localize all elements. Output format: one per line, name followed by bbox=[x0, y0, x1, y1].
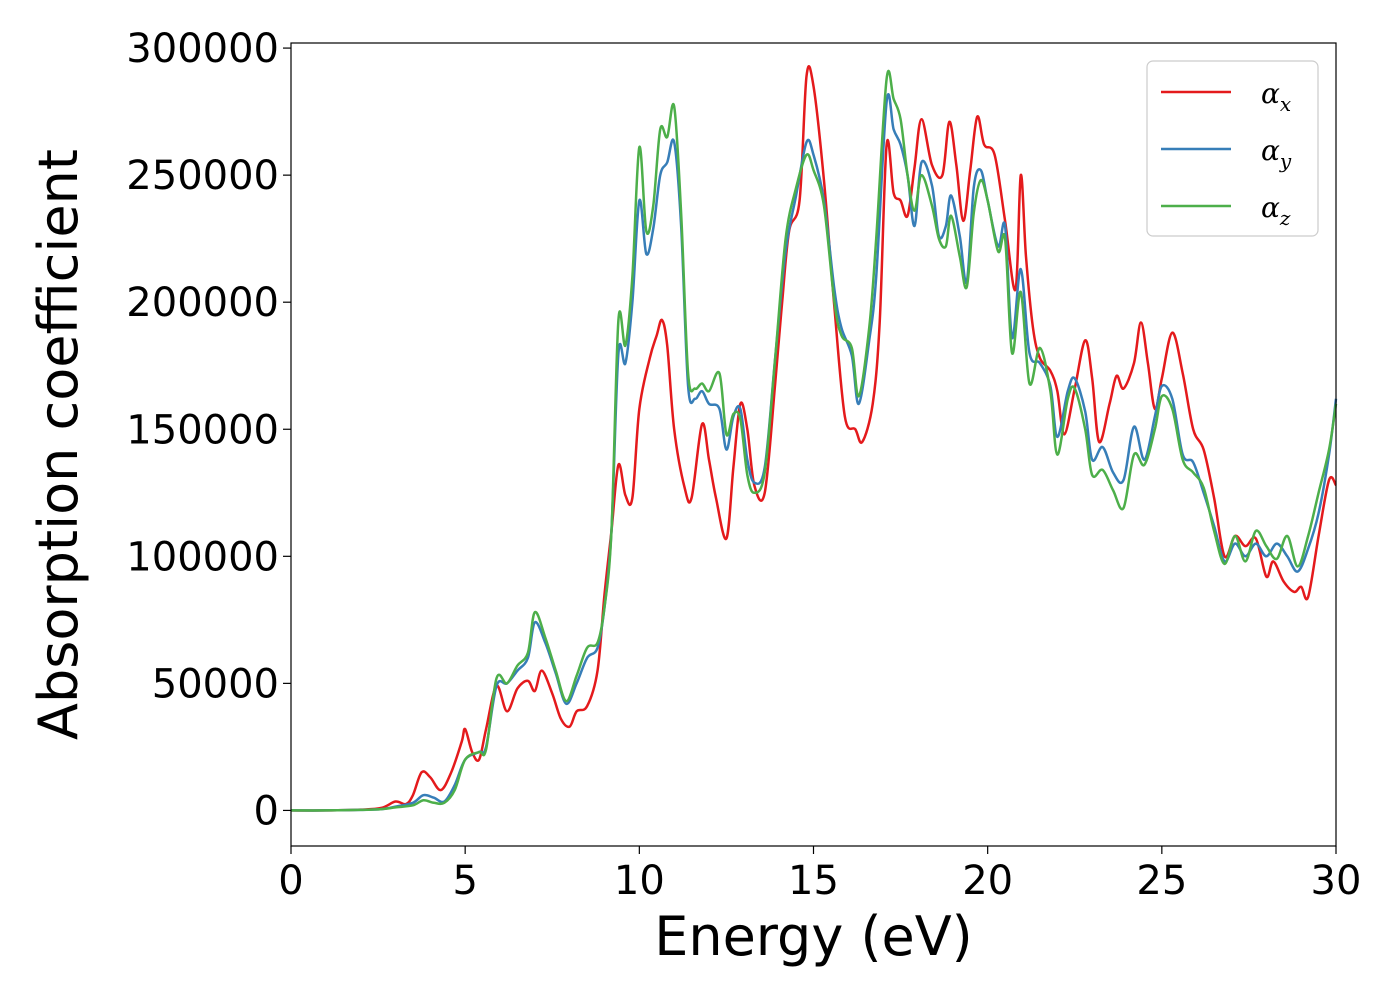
x-tick-label: 30 bbox=[1311, 858, 1362, 904]
y-axis-title: Absorption coefficient bbox=[27, 149, 90, 740]
x-axis-title: Energy (eV) bbox=[654, 905, 973, 968]
x-axis: 0 5 10 15 20 25 30 bbox=[278, 846, 1361, 904]
y-tick-label: 150000 bbox=[126, 407, 279, 453]
x-tick-label: 20 bbox=[962, 858, 1013, 904]
series-line-alpha-x bbox=[290, 65, 1338, 812]
y-tick-label: 200000 bbox=[126, 280, 279, 326]
series-lines bbox=[290, 65, 1338, 812]
y-tick-label: 250000 bbox=[126, 153, 279, 199]
x-tick-label: 5 bbox=[452, 858, 477, 904]
y-tick-label: 0 bbox=[254, 788, 279, 834]
series-line-alpha-z bbox=[290, 69, 1338, 812]
legend-label-subscript: z bbox=[1279, 206, 1291, 230]
legend-label-alpha-y: αy bbox=[1261, 134, 1292, 173]
y-axis: 0 50000 100000 150000 200000 250000 300000 bbox=[126, 26, 291, 834]
legend-label-symbol: α bbox=[1261, 77, 1280, 110]
legend-label-subscript: y bbox=[1279, 149, 1292, 173]
x-tick-label: 0 bbox=[278, 858, 303, 904]
y-tick-label: 100000 bbox=[126, 534, 279, 580]
y-tick-label: 300000 bbox=[126, 26, 279, 72]
legend-label-alpha-x: αx bbox=[1261, 77, 1291, 116]
legend-label-subscript: x bbox=[1280, 92, 1291, 116]
x-tick-label: 15 bbox=[788, 858, 839, 904]
y-tick-label: 50000 bbox=[152, 661, 279, 707]
legend-box bbox=[1146, 60, 1319, 237]
legend-label-symbol: α bbox=[1261, 134, 1280, 167]
x-tick-label: 10 bbox=[614, 858, 665, 904]
legend-label-symbol: α bbox=[1261, 191, 1280, 224]
x-tick-label: 25 bbox=[1136, 858, 1187, 904]
legend-label-alpha-z: αz bbox=[1261, 191, 1291, 230]
